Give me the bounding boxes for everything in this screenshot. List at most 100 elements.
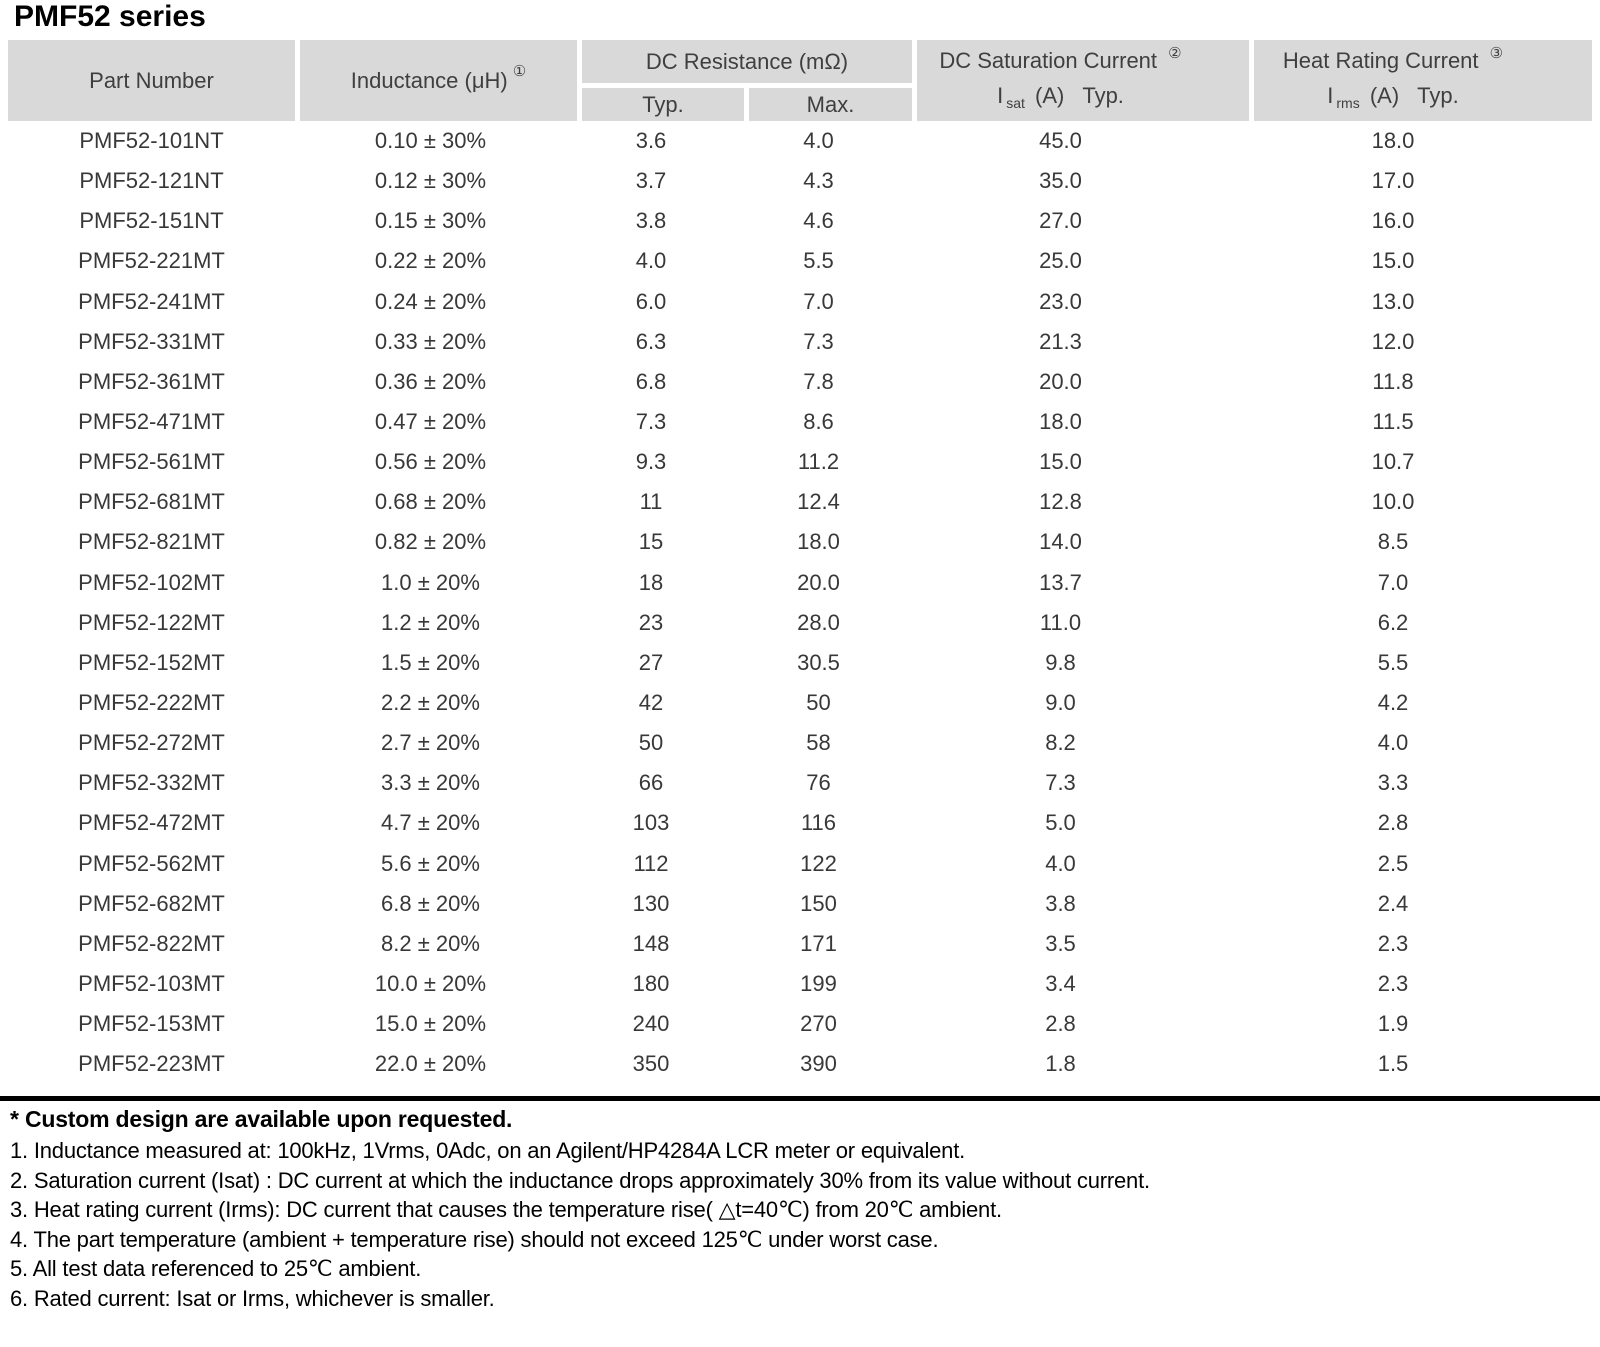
cell-part-number: PMF52-102MT — [78, 569, 225, 595]
isat-typ-label: Typ. — [1082, 83, 1124, 108]
cell-dcr-typ: 130 — [632, 890, 670, 916]
cell-irms: 2.4 — [1377, 890, 1409, 916]
header-part-number: Part Number — [8, 40, 295, 121]
footnote-marker-2: ② — [1168, 45, 1182, 62]
cell-dcr-max: 150 — [800, 890, 837, 916]
table-row: PMF52-241MT 0.24 ± 20% 6.0 7.0 23.0 13.0 — [0, 282, 1600, 322]
cell-isat: 9.8 — [1045, 649, 1076, 675]
cell-inductance: 4.7 ± 20% — [381, 810, 480, 836]
cell-dcr-max: 76 — [806, 770, 831, 796]
cell-irms: 16.0 — [1371, 208, 1415, 234]
cell-inductance: 6.8 ± 20% — [381, 890, 480, 916]
cell-irms: 1.5 — [1377, 1051, 1409, 1077]
table-body: PMF52-101NT 0.10 ± 30% 3.6 4.0 45.0 18.0… — [0, 121, 1600, 1084]
cell-irms: 7.0 — [1377, 569, 1409, 595]
cell-dcr-max: 8.6 — [803, 409, 834, 435]
cell-dcr-typ: 3.8 — [635, 208, 667, 234]
cell-isat: 13.7 — [1039, 569, 1082, 595]
cell-dcr-typ: 9.3 — [635, 449, 667, 475]
cell-isat: 3.8 — [1045, 890, 1076, 916]
table-row: PMF52-152MT 1.5 ± 20% 27 30.5 9.8 5.5 — [0, 643, 1600, 683]
table-row: PMF52-822MT 8.2 ± 20% 148 171 3.5 2.3 — [0, 924, 1600, 964]
cell-part-number: PMF52-681MT — [78, 489, 225, 515]
table-row: PMF52-472MT 4.7 ± 20% 103 116 5.0 2.8 — [0, 803, 1600, 843]
footnote-4: 4. The part temperature (ambient + tempe… — [10, 1226, 939, 1252]
header-heat-title: Heat Rating Current ③ — [1283, 45, 1504, 77]
cell-inductance: 3.3 ± 20% — [381, 770, 480, 796]
cell-dcr-max: 28.0 — [797, 609, 840, 635]
table-row: PMF52-122MT 1.2 ± 20% 23 28.0 11.0 6.2 — [0, 603, 1600, 643]
cell-dcr-max: 116 — [800, 810, 837, 836]
cell-part-number: PMF52-272MT — [78, 730, 225, 756]
cell-irms: 1.9 — [1377, 1011, 1409, 1037]
cell-dcr-typ: 50 — [638, 730, 664, 756]
header-saturation-title: DC Saturation Current ② — [939, 45, 1182, 77]
cell-dcr-typ: 6.3 — [635, 328, 667, 354]
cell-isat: 4.0 — [1045, 850, 1076, 876]
cell-dcr-typ: 66 — [638, 770, 664, 796]
footnote-2: 2. Saturation current (Isat) : DC curren… — [10, 1167, 1150, 1193]
cell-dcr-max: 50 — [806, 690, 831, 716]
cell-irms: 12.0 — [1371, 328, 1415, 354]
footnote-marker-1: ① — [512, 62, 527, 80]
cell-dcr-typ: 6.0 — [635, 288, 667, 314]
cell-isat: 18.0 — [1039, 409, 1082, 435]
cell-part-number: PMF52-471MT — [78, 409, 225, 435]
cell-dcr-max: 390 — [800, 1051, 837, 1077]
footnote-6: 6. Rated current: Isat or Irms, whicheve… — [10, 1285, 495, 1311]
cell-dcr-typ: 6.8 — [635, 368, 667, 394]
cell-inductance: 1.2 ± 20% — [381, 609, 480, 635]
cell-dcr-typ: 148 — [632, 930, 670, 956]
cell-irms: 18.0 — [1371, 128, 1415, 154]
irms-unit: (A) — [1369, 83, 1400, 108]
cell-inductance: 5.6 ± 20% — [381, 850, 480, 876]
cell-dcr-typ: 11 — [639, 489, 663, 515]
cell-part-number: PMF52-103MT — [78, 971, 225, 997]
cell-inductance: 2.2 ± 20% — [381, 690, 480, 716]
cell-dcr-typ: 42 — [638, 690, 664, 716]
cell-part-number: PMF52-121NT — [79, 168, 224, 194]
cell-irms: 10.0 — [1371, 489, 1415, 515]
table-row: PMF52-331MT 0.33 ± 20% 6.3 7.3 21.3 12.0 — [0, 322, 1600, 362]
cell-isat: 1.8 — [1045, 1051, 1076, 1077]
cell-inductance: 1.5 ± 20% — [381, 649, 480, 675]
isat-unit: (A) — [1035, 83, 1065, 108]
footnote-3: 3. Heat rating current (Irms): DC curren… — [10, 1197, 1002, 1223]
footnote-marker-3: ③ — [1489, 45, 1504, 62]
cell-dcr-max: 58 — [806, 730, 831, 756]
cell-dcr-typ: 27 — [638, 649, 664, 675]
cell-inductance: 0.56 ± 20% — [374, 449, 487, 475]
cell-dcr-max: 5.5 — [803, 248, 834, 274]
cell-part-number: PMF52-221MT — [78, 248, 225, 274]
cell-dcr-max: 11.2 — [797, 449, 840, 475]
cell-part-number: PMF52-361MT — [78, 368, 225, 394]
cell-dcr-max: 12.4 — [797, 489, 840, 515]
table-row: PMF52-121NT 0.12 ± 30% 3.7 4.3 35.0 17.0 — [0, 161, 1600, 201]
cell-inductance: 0.24 ± 20% — [374, 288, 487, 314]
table-row: PMF52-223MT 22.0 ± 20% 350 390 1.8 1.5 — [0, 1044, 1600, 1084]
cell-irms: 15.0 — [1371, 248, 1415, 274]
cell-isat: 3.4 — [1045, 971, 1076, 997]
cell-isat: 15.0 — [1039, 449, 1082, 475]
cell-part-number: PMF52-822MT — [78, 930, 225, 956]
cell-irms: 3.3 — [1377, 770, 1409, 796]
cell-dcr-typ: 15 — [638, 529, 664, 555]
header-dc-resistance: DC Resistance (mΩ) — [582, 40, 912, 83]
cell-dcr-typ: 240 — [632, 1011, 670, 1037]
cell-isat: 21.3 — [1039, 328, 1082, 354]
cell-isat: 35.0 — [1039, 168, 1082, 194]
cell-part-number: PMF52-101NT — [79, 128, 224, 154]
table-row: PMF52-221MT 0.22 ± 20% 4.0 5.5 25.0 15.0 — [0, 241, 1600, 281]
cell-inductance: 0.10 ± 30% — [374, 128, 487, 154]
table-row: PMF52-471MT 0.47 ± 20% 7.3 8.6 18.0 11.5 — [0, 402, 1600, 442]
header-saturation-label: DC Saturation Current — [939, 48, 1158, 73]
cell-part-number: PMF52-223MT — [78, 1051, 225, 1077]
cell-isat: 23.0 — [1039, 288, 1082, 314]
table-row: PMF52-561MT 0.56 ± 20% 9.3 11.2 15.0 10.… — [0, 442, 1600, 482]
table-row: PMF52-361MT 0.36 ± 20% 6.8 7.8 20.0 11.8 — [0, 362, 1600, 402]
cell-irms: 11.5 — [1372, 409, 1414, 435]
